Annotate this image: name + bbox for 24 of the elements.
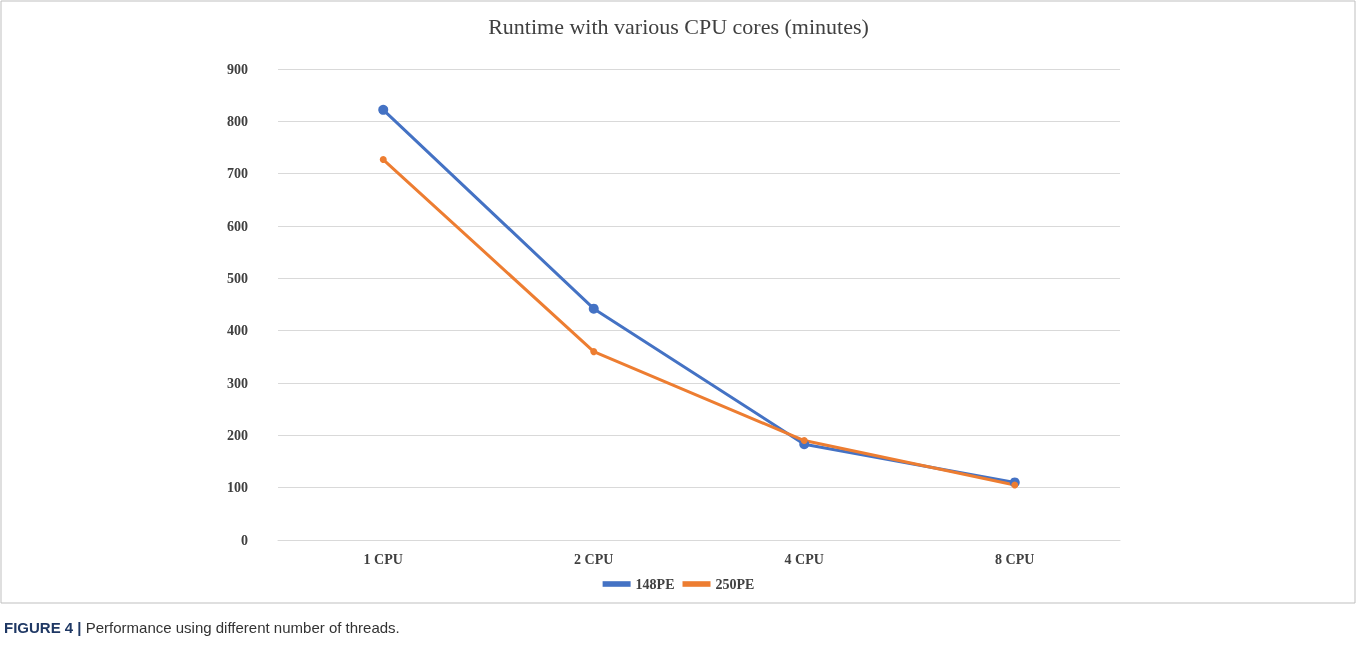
- y-tick-label: 400: [227, 323, 248, 339]
- legend-label: 250PE: [715, 576, 755, 592]
- point: [800, 437, 808, 445]
- point: [588, 303, 599, 314]
- y-tick-label: 700: [227, 166, 248, 182]
- y-tick-label: 200: [227, 427, 248, 443]
- chart-title: Runtime with various CPU cores (minutes): [488, 13, 869, 39]
- x-tick-label: 1 CPU: [363, 551, 403, 567]
- point: [1011, 481, 1019, 489]
- caption: FIGURE 4 | Performance using different number of threads.: [4, 619, 400, 636]
- y-tick-label: 0: [241, 532, 248, 548]
- legend-label: 148PE: [635, 576, 675, 592]
- point: [378, 104, 389, 115]
- y-tick-label: 800: [227, 113, 248, 129]
- y-tick-label: 600: [227, 218, 248, 234]
- point: [590, 348, 598, 356]
- y-tick-label: 100: [227, 480, 248, 496]
- y-tick-label: 500: [227, 270, 248, 286]
- y-tick-label: 300: [227, 375, 248, 391]
- x-tick-label: 4 CPU: [784, 551, 824, 567]
- x-tick-label: 8 CPU: [995, 551, 1035, 567]
- x-tick-label: 2 CPU: [574, 551, 614, 567]
- y-tick-label: 900: [227, 61, 248, 77]
- point: [379, 156, 387, 164]
